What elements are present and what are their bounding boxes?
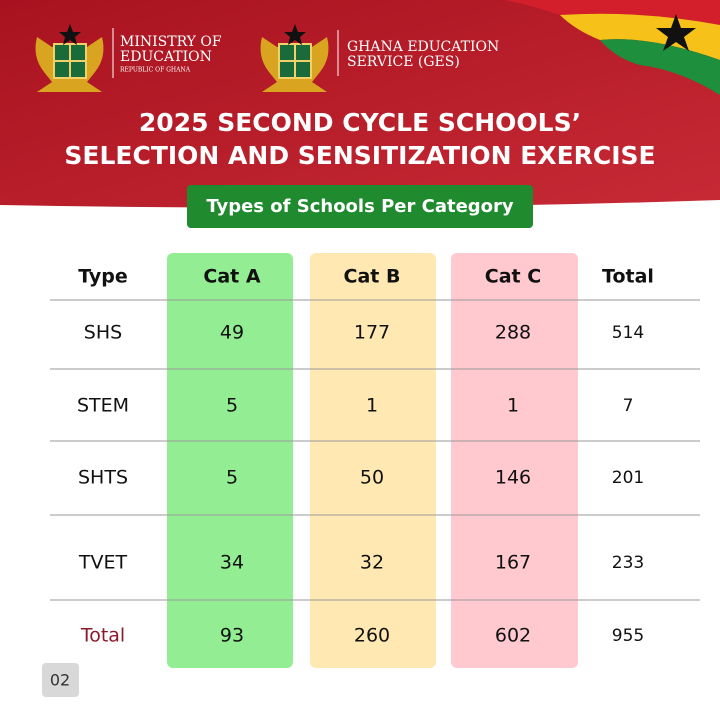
- emblem: [35, 24, 104, 92]
- cell: 49: [220, 322, 244, 344]
- column-header: Cat B: [344, 266, 401, 288]
- flag: [505, 0, 720, 95]
- cell: 288: [495, 322, 531, 344]
- logo-text: MINISTRY OF: [120, 34, 222, 50]
- cell: 5: [226, 467, 238, 489]
- cell: 93: [220, 625, 244, 647]
- cell: 32: [360, 552, 384, 574]
- subtitle-badge: [187, 185, 533, 228]
- cell: 955: [612, 626, 644, 646]
- subtitle: Types of Schools Per Category: [206, 196, 514, 217]
- cell: 7: [623, 396, 634, 416]
- row-label: SHS: [84, 322, 122, 344]
- cell: 260: [354, 625, 390, 647]
- logo-text: EDUCATION: [120, 49, 212, 65]
- cell: 201: [612, 468, 644, 488]
- emblem: [260, 24, 329, 92]
- page-number: 02: [50, 671, 70, 690]
- cell: 5: [226, 395, 238, 417]
- title: SELECTION AND SENSITIZATION EXERCISE: [64, 141, 655, 170]
- cell: 34: [220, 552, 244, 574]
- column-header: Cat C: [485, 266, 541, 288]
- table: Type Cat A Cat B Cat C Total SHS 49 177 288 514 ST…: [50, 266, 700, 647]
- column-header: Total: [602, 266, 654, 288]
- cell: 50: [360, 467, 384, 489]
- cell: 1: [507, 395, 519, 417]
- row-label: TVET: [78, 552, 128, 574]
- cell: 167: [495, 552, 531, 574]
- column-highlight: [451, 253, 578, 668]
- cell: 1: [366, 395, 378, 417]
- row-label: STEM: [77, 395, 129, 417]
- logo-subtext: REPUBLIC OF GHANA: [120, 67, 191, 74]
- cell: 177: [354, 322, 390, 344]
- column-header: Cat A: [203, 266, 260, 288]
- cell: 602: [495, 625, 531, 647]
- row-label: SHTS: [78, 467, 128, 489]
- column-highlight: [167, 253, 293, 668]
- page-number-box: [42, 663, 79, 697]
- header-background: [0, 0, 720, 208]
- logo-text: GHANA EDUCATION: [347, 39, 499, 55]
- cell: 146: [495, 467, 531, 489]
- row-label: Total: [80, 625, 125, 647]
- column-highlight: [310, 253, 436, 668]
- cell: 514: [612, 323, 644, 343]
- logo-text: SERVICE (GES): [347, 54, 460, 70]
- cell: 233: [612, 553, 644, 573]
- column-header: Type: [78, 266, 128, 288]
- title: 2025 SECOND CYCLE SCHOOLS’: [139, 108, 581, 137]
